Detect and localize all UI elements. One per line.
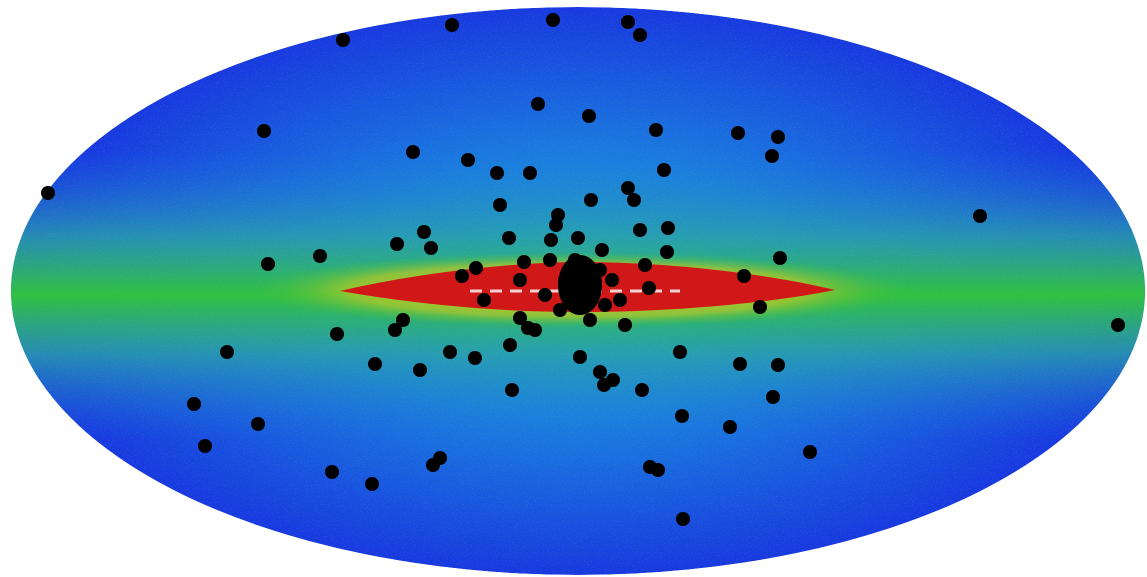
source-marker	[543, 253, 557, 267]
source-marker	[753, 300, 767, 314]
source-marker	[621, 181, 635, 195]
source-marker	[657, 163, 671, 177]
source-marker	[546, 13, 560, 27]
source-marker	[330, 327, 344, 341]
source-marker	[595, 243, 609, 257]
source-marker	[973, 209, 987, 223]
source-marker	[517, 255, 531, 269]
source-marker	[365, 477, 379, 491]
source-marker	[660, 245, 674, 259]
galactic-center-cluster	[558, 255, 602, 315]
source-marker	[627, 193, 641, 207]
source-marker	[618, 318, 632, 332]
source-marker	[803, 445, 817, 459]
source-marker	[676, 512, 690, 526]
source-marker	[633, 223, 647, 237]
source-marker	[513, 273, 527, 287]
source-marker	[490, 166, 504, 180]
source-marker	[635, 383, 649, 397]
source-marker	[388, 323, 402, 337]
source-marker	[468, 351, 482, 365]
source-marker	[455, 269, 469, 283]
source-marker	[523, 166, 537, 180]
source-marker	[598, 298, 612, 312]
source-marker	[621, 15, 635, 29]
source-marker	[513, 311, 527, 325]
source-marker	[368, 357, 382, 371]
source-marker	[633, 28, 647, 42]
source-marker	[220, 345, 234, 359]
source-marker	[661, 221, 675, 235]
source-marker	[613, 293, 627, 307]
source-marker	[766, 390, 780, 404]
source-marker	[521, 321, 535, 335]
source-markers	[41, 13, 1125, 526]
source-marker	[638, 258, 652, 272]
source-marker	[41, 186, 55, 200]
source-marker	[336, 33, 350, 47]
source-marker	[198, 439, 212, 453]
source-marker	[771, 358, 785, 372]
source-marker	[549, 218, 563, 232]
source-marker	[505, 383, 519, 397]
source-marker	[583, 313, 597, 327]
source-marker	[571, 231, 585, 245]
source-marker	[544, 233, 558, 247]
source-marker	[426, 458, 440, 472]
source-marker	[390, 237, 404, 251]
source-marker	[731, 126, 745, 140]
source-marker	[773, 251, 787, 265]
source-marker	[737, 269, 751, 283]
source-marker	[605, 273, 619, 287]
source-marker	[593, 365, 607, 379]
source-marker	[584, 193, 598, 207]
source-marker	[443, 345, 457, 359]
source-marker	[406, 145, 420, 159]
source-marker	[651, 463, 665, 477]
source-marker	[765, 149, 779, 163]
source-marker	[538, 288, 552, 302]
source-marker	[469, 261, 483, 275]
source-marker	[649, 123, 663, 137]
source-marker	[313, 249, 327, 263]
source-marker	[187, 397, 201, 411]
source-marker	[445, 18, 459, 32]
source-marker	[531, 97, 545, 111]
source-marker	[597, 378, 611, 392]
source-marker	[424, 241, 438, 255]
source-marker	[553, 303, 567, 317]
source-marker	[413, 363, 427, 377]
source-marker	[261, 257, 275, 271]
source-marker	[251, 417, 265, 431]
source-marker	[1111, 318, 1125, 332]
source-marker	[325, 465, 339, 479]
source-marker	[493, 198, 507, 212]
source-marker	[417, 225, 431, 239]
source-marker	[771, 130, 785, 144]
source-marker	[673, 345, 687, 359]
source-marker	[675, 409, 689, 423]
source-marker	[642, 281, 656, 295]
source-marker	[723, 420, 737, 434]
source-marker	[582, 109, 596, 123]
source-marker	[461, 153, 475, 167]
source-marker	[257, 124, 271, 138]
source-marker	[396, 313, 410, 327]
source-marker	[573, 350, 587, 364]
source-marker	[477, 293, 491, 307]
source-marker	[733, 357, 747, 371]
source-marker	[502, 231, 516, 245]
source-marker	[503, 338, 517, 352]
